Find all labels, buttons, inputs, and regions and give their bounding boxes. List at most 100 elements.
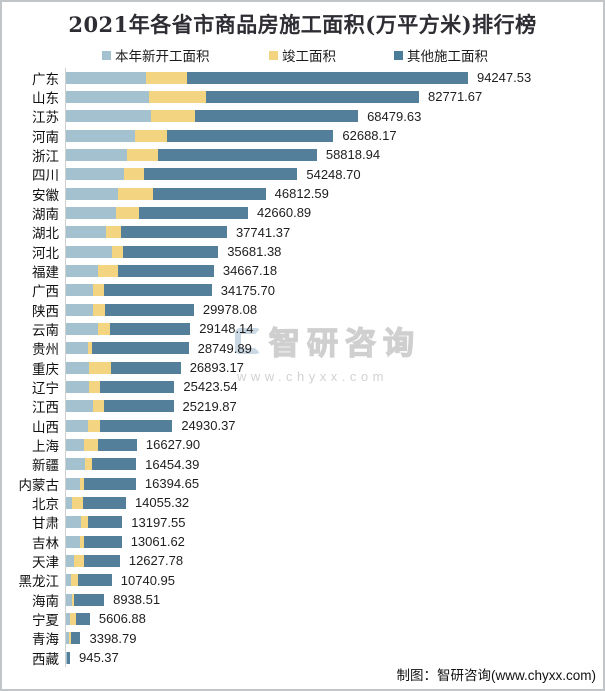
plot-area-row: 42660.89 [65, 203, 603, 223]
plot-area-row: 29148.14 [65, 319, 603, 339]
category-label: 吉林 [32, 535, 59, 551]
bar-segment-1 [98, 322, 111, 335]
plot-area-row: 25423.54 [65, 377, 603, 397]
chart-row: 陕西 29978.08 [2, 299, 603, 320]
stacked-bar [66, 71, 468, 84]
plot-area-row: 16394.65 [65, 473, 603, 494]
plot-area-row: 945.37 [65, 647, 603, 668]
stacked-bar [66, 632, 81, 645]
bar-segment-0 [66, 438, 85, 451]
stacked-bar [66, 322, 191, 335]
bar-segment-1 [149, 90, 207, 103]
chart-row: 安徽 46812.59 [2, 183, 603, 204]
value-label: 24930.37 [181, 418, 236, 434]
chart-row: 贵州 28749.89 [2, 338, 603, 358]
stacked-bar [66, 110, 359, 123]
chart-row: 云南 29148.14 [2, 319, 603, 339]
bar-segment-1 [70, 574, 79, 587]
bar-segment-1 [135, 129, 167, 142]
bar-segment-1 [88, 419, 100, 432]
bar-segment-1 [70, 612, 77, 625]
legend-swatch-icon [394, 50, 403, 60]
stacked-bar [66, 593, 105, 606]
legend: 本年新开工面积 竣工面积 其他施工面积 [2, 43, 603, 65]
bar-segment-2 [117, 264, 214, 277]
category-label: 宁夏 [32, 612, 59, 628]
value-label: 16627.90 [145, 437, 201, 453]
stacked-bar [66, 168, 298, 181]
chart-row: 湖南 42660.89 [2, 203, 603, 223]
category-label: 内蒙古 [18, 477, 60, 493]
plot-area-row: 34667.18 [65, 261, 603, 281]
chart-rows: 广东 94247.53 山东 82771.67 江苏 68479.63 河南 62688.17… [2, 68, 603, 668]
bar-segment-2 [206, 90, 420, 103]
bar-segment-1 [79, 535, 84, 548]
plot-area-row: 24930.37 [65, 415, 603, 436]
stacked-bar [66, 380, 175, 393]
bar-segment-1 [71, 593, 75, 606]
value-label: 25423.54 [183, 379, 238, 395]
bar-segment-2 [78, 574, 112, 587]
stacked-bar [66, 535, 122, 548]
category-label: 甘肃 [32, 516, 59, 532]
bar-segment-0 [66, 574, 71, 587]
stacked-bar [66, 284, 212, 297]
category-label: 广东 [32, 71, 59, 87]
value-label: 26893.17 [189, 360, 244, 376]
value-label: 35681.38 [227, 244, 282, 260]
bar-segment-2 [153, 187, 266, 200]
bar-segment-0 [66, 264, 99, 277]
plot-area-row: 8938.51 [65, 589, 603, 610]
chart-row: 广西 34175.70 [2, 280, 603, 300]
category-label: 山西 [32, 419, 59, 435]
chart-row: 西藏 945.37 [2, 647, 603, 668]
chart-row: 新疆 16454.39 [2, 454, 603, 474]
stacked-bar [66, 496, 126, 509]
bar-segment-0 [66, 284, 93, 297]
bar-segment-2 [110, 322, 191, 335]
bar-segment-2 [195, 110, 359, 123]
chart-row: 浙江 58818.94 [2, 145, 603, 165]
bar-segment-0 [66, 148, 128, 161]
stacked-bar [66, 303, 194, 316]
bar-segment-0 [66, 342, 88, 355]
plot-area-row: 10740.95 [65, 570, 603, 590]
bar-chart: 智研咨询 www.chyxx.com 广东 94247.53 山东 82771.67 江… [2, 68, 603, 668]
stacked-bar [66, 206, 248, 219]
bar-segment-0 [66, 477, 80, 490]
stacked-bar [66, 458, 137, 471]
stacked-bar [66, 400, 174, 413]
chart-row: 重庆 26893.17 [2, 357, 603, 378]
bar-segment-2 [144, 168, 298, 181]
legend-label: 竣工面积 [282, 49, 336, 64]
plot-area-row: 13061.62 [65, 531, 603, 552]
category-label: 辽宁 [32, 380, 59, 396]
bar-segment-2 [74, 593, 105, 606]
chart-row: 福建 34667.18 [2, 261, 603, 281]
category-label: 山东 [32, 91, 59, 106]
bar-segment-0 [66, 71, 146, 84]
bar-segment-2 [83, 496, 126, 509]
stacked-bar [66, 148, 317, 161]
bar-segment-1 [68, 632, 71, 645]
stacked-bar [66, 226, 227, 239]
value-label: 8938.51 [113, 592, 161, 608]
stacked-bar [66, 651, 70, 664]
plot-area-row: 25219.87 [65, 396, 603, 416]
legend-label: 本年新开工面积 [115, 49, 210, 64]
chart-row: 内蒙古 16394.65 [2, 473, 603, 494]
plot-area-row: 35681.38 [65, 241, 603, 262]
bar-segment-1 [74, 554, 84, 567]
bar-segment-2 [84, 477, 136, 490]
category-label: 北京 [32, 496, 59, 512]
legend-swatch-icon [102, 50, 111, 60]
legend-item-2: 其他施工面积 [394, 45, 488, 65]
value-label: 16454.39 [145, 456, 200, 472]
stacked-bar [66, 554, 120, 567]
value-label: 37741.37 [235, 224, 291, 240]
bar-segment-2 [91, 342, 189, 355]
category-label: 江苏 [32, 110, 59, 126]
bar-segment-2 [97, 438, 137, 451]
chart-row: 山西 24930.37 [2, 415, 603, 436]
value-label: 34175.70 [220, 282, 275, 298]
